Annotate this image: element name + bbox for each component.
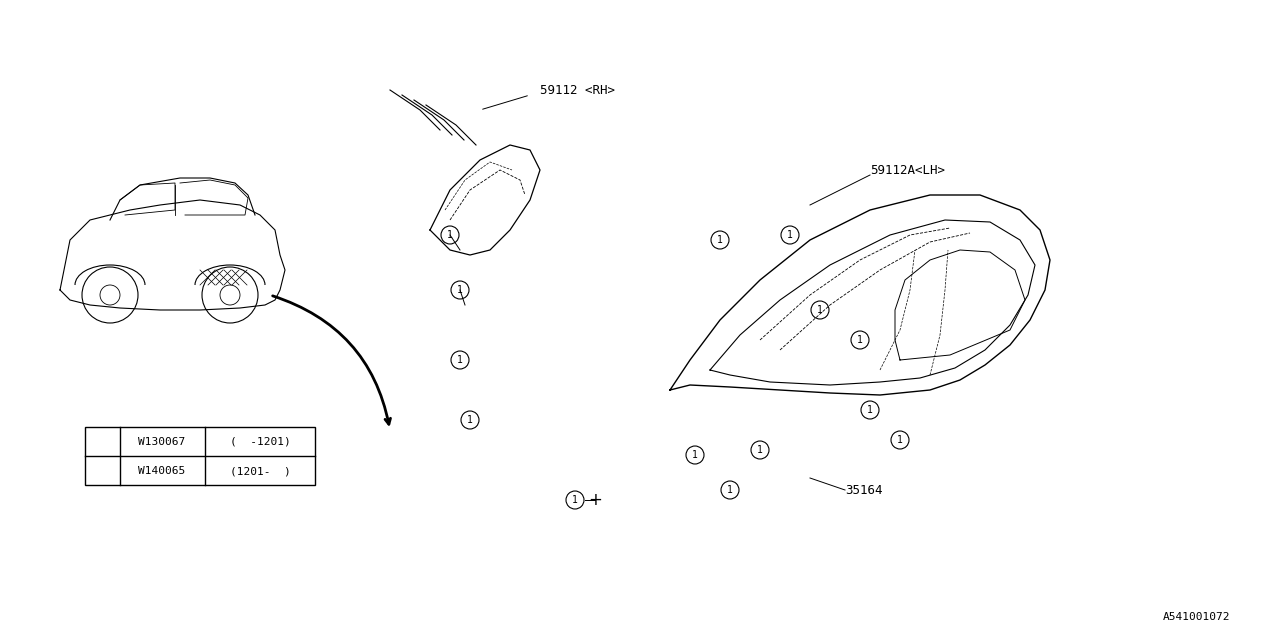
Text: 35164: 35164 (845, 483, 882, 497)
Text: 1: 1 (692, 450, 698, 460)
Text: A541001072: A541001072 (1162, 612, 1230, 622)
Text: W130067: W130067 (138, 437, 186, 447)
Text: 1: 1 (867, 405, 873, 415)
Text: 1: 1 (756, 445, 763, 455)
Text: 1: 1 (447, 230, 453, 240)
Text: 1: 1 (727, 485, 733, 495)
Text: 59112 <RH>: 59112 <RH> (540, 83, 614, 97)
Text: 1: 1 (787, 230, 792, 240)
Text: 1: 1 (99, 437, 105, 447)
Text: 1: 1 (717, 235, 723, 245)
Text: 1: 1 (467, 415, 472, 425)
Text: (  -1201): ( -1201) (229, 437, 291, 447)
Text: 1: 1 (99, 466, 105, 476)
Text: 1: 1 (817, 305, 823, 315)
Text: 1: 1 (457, 355, 463, 365)
Text: W140065: W140065 (138, 466, 186, 476)
Text: 1: 1 (897, 435, 902, 445)
Text: 1: 1 (858, 335, 863, 345)
Bar (84, 427, 315, 485)
Text: 1: 1 (457, 285, 463, 295)
Text: (1201-  ): (1201- ) (229, 466, 291, 476)
Text: +: + (588, 491, 602, 509)
Text: 59112A<LH>: 59112A<LH> (870, 163, 945, 177)
Text: 1: 1 (572, 495, 579, 505)
